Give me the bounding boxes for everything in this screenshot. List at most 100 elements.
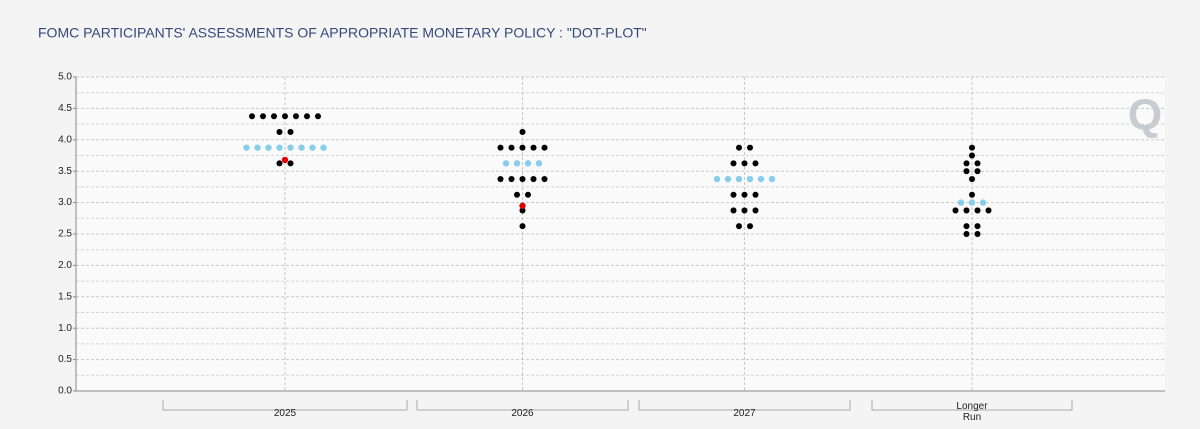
dot xyxy=(502,160,510,167)
dot xyxy=(276,144,283,151)
dot xyxy=(513,191,521,199)
logo: Q xyxy=(1128,91,1162,140)
dot xyxy=(741,191,748,199)
dot xyxy=(968,152,976,159)
category-bracket xyxy=(162,400,408,411)
dot xyxy=(281,112,289,120)
dot xyxy=(957,199,965,206)
y-tick-label: 1.0 xyxy=(58,323,72,334)
dot xyxy=(730,159,737,167)
dot xyxy=(735,144,743,152)
dot xyxy=(287,128,294,136)
dot xyxy=(746,175,754,183)
dot xyxy=(952,207,959,214)
dot xyxy=(963,230,970,238)
dot xyxy=(741,159,748,167)
dot xyxy=(768,175,776,183)
dot xyxy=(746,222,754,230)
dot xyxy=(541,175,548,183)
dot xyxy=(741,207,748,214)
dot xyxy=(497,144,504,152)
dot xyxy=(746,144,754,152)
dot xyxy=(541,144,548,152)
dot xyxy=(530,175,537,183)
category-bracket xyxy=(638,400,851,411)
dot xyxy=(974,230,981,238)
dot xyxy=(292,112,300,120)
dot xyxy=(724,175,732,183)
dot xyxy=(968,199,976,206)
y-tick-label: 2.0 xyxy=(58,260,72,271)
dot xyxy=(757,175,765,183)
dot xyxy=(752,191,759,199)
dot xyxy=(298,144,305,151)
dot xyxy=(730,207,737,214)
dot xyxy=(309,144,316,151)
x-tick-label: 2025 xyxy=(273,408,297,419)
dot xyxy=(513,160,521,167)
dot xyxy=(519,202,526,209)
dot xyxy=(314,112,322,120)
dot xyxy=(535,160,543,167)
dot xyxy=(974,222,981,230)
dot xyxy=(968,175,976,183)
dot xyxy=(519,144,526,152)
dot xyxy=(524,191,532,199)
dot xyxy=(974,207,981,214)
y-tick-label: 2.5 xyxy=(58,229,72,240)
y-tick-label: 0.0 xyxy=(58,386,72,397)
dot xyxy=(519,222,526,230)
x-tick-label: 2027 xyxy=(733,408,756,419)
category-bracket xyxy=(871,400,1073,411)
dot xyxy=(265,144,272,151)
dot xyxy=(508,175,515,183)
dot xyxy=(508,144,515,152)
dot xyxy=(974,159,981,167)
dot xyxy=(243,144,250,151)
category-bracket xyxy=(416,400,629,411)
y-tick-label: 0.5 xyxy=(58,354,72,365)
dot xyxy=(735,175,743,183)
dot xyxy=(979,199,987,206)
y-tick-label: 1.5 xyxy=(58,291,72,302)
x-tick-label: 2026 xyxy=(511,408,534,419)
dot xyxy=(730,191,737,199)
dot xyxy=(254,144,261,151)
dot xyxy=(519,128,526,136)
dot xyxy=(735,222,743,230)
dot xyxy=(530,144,537,152)
dot xyxy=(752,159,759,167)
dot xyxy=(248,112,256,120)
x-tick-label: Longer Run xyxy=(956,401,988,423)
dot xyxy=(974,167,981,175)
y-tick-label: 4.0 xyxy=(58,134,72,145)
dot xyxy=(281,156,289,164)
y-tick-label: 3.5 xyxy=(58,166,72,177)
dot xyxy=(287,159,294,167)
dot xyxy=(713,175,721,183)
dot xyxy=(524,160,532,167)
dot xyxy=(497,175,504,183)
dot xyxy=(276,159,283,167)
dot xyxy=(968,144,976,152)
dot xyxy=(320,144,327,151)
dot xyxy=(519,175,526,183)
dot xyxy=(276,128,283,136)
dot xyxy=(963,222,970,230)
dot xyxy=(963,159,970,167)
dot xyxy=(985,207,992,214)
dot xyxy=(303,112,311,120)
dot xyxy=(963,167,970,175)
chart-title: FOMC PARTICIPANTS' ASSESSMENTS OF APPROP… xyxy=(38,25,647,41)
y-tick-label: 5.0 xyxy=(58,72,72,83)
y-tick-label: 3.0 xyxy=(58,197,72,208)
dot xyxy=(752,207,759,214)
dot xyxy=(963,207,970,214)
y-tick-label: 4.5 xyxy=(58,103,72,114)
dot xyxy=(968,191,976,199)
dot xyxy=(287,144,294,151)
dot xyxy=(270,112,278,120)
dot xyxy=(259,112,267,120)
